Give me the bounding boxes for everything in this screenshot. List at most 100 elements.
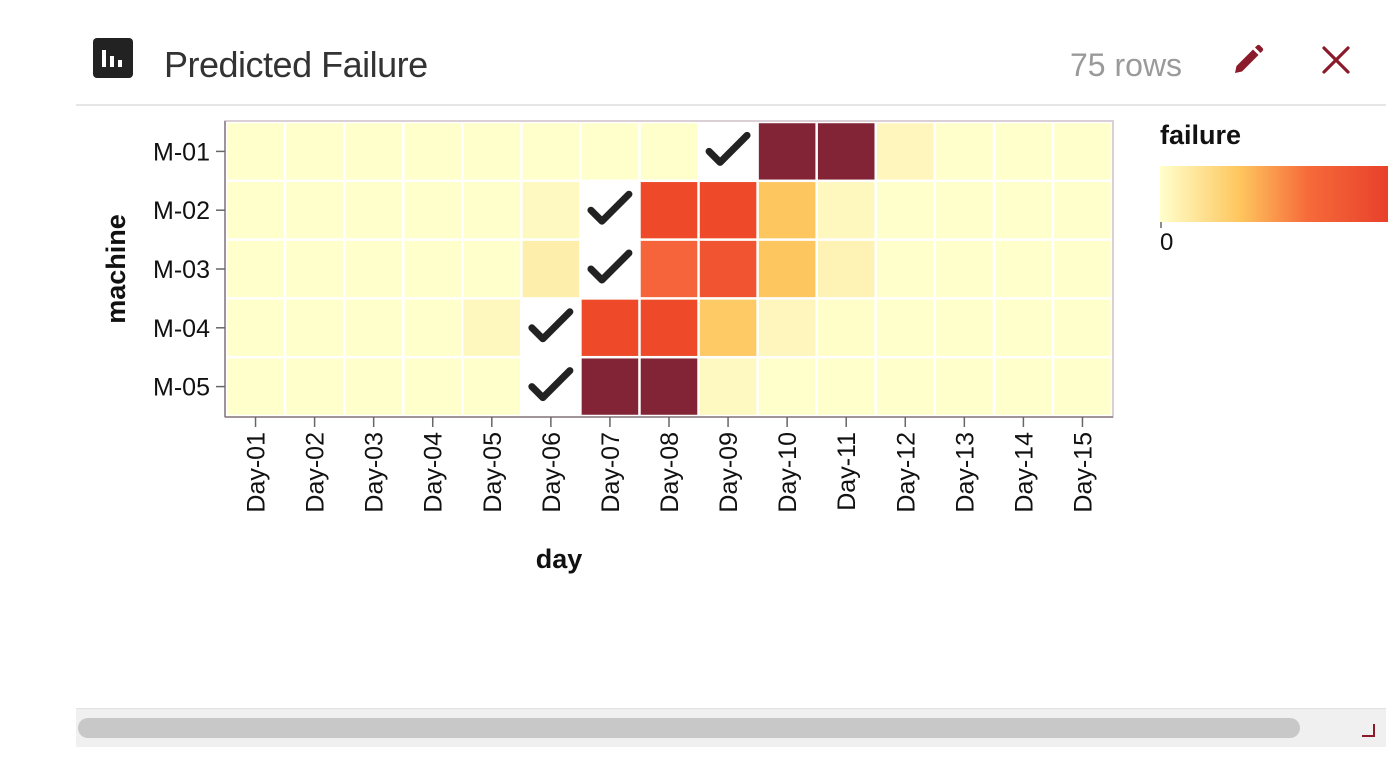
heatmap-cell[interactable] [345,240,402,298]
heatmap-cell[interactable] [758,240,816,298]
heatmap-cell[interactable] [876,240,934,298]
heatmap-cell[interactable] [463,240,521,298]
heatmap-cell[interactable] [817,240,875,298]
heatmap-cell[interactable] [817,123,875,180]
heatmap-cell[interactable] [227,299,284,356]
x-tick-label: Day-10 [774,432,802,513]
check-icon [587,190,633,225]
heatmap-cell[interactable] [876,182,934,239]
heatmap-cell[interactable] [286,123,343,180]
heatmap-cell[interactable] [817,358,875,415]
heatmap-cell[interactable] [345,358,402,415]
x-tick-label: Day-12 [892,432,920,513]
heatmap-cell[interactable] [404,299,462,356]
x-axis-title: day [536,544,583,574]
heatmap-cell[interactable] [995,358,1052,415]
heatmap-cell[interactable] [1054,299,1111,356]
resize-handle-icon[interactable] [1358,720,1378,740]
y-axis-title: machine [101,214,131,324]
heatmap-cell[interactable] [404,240,462,298]
heatmap-cell[interactable] [1054,240,1111,298]
heatmap-cell[interactable] [404,358,462,415]
heatmap-cell[interactable] [640,240,698,298]
horizontal-scrollbar[interactable] [76,708,1386,747]
heatmap-cell[interactable] [758,299,816,356]
heatmap-cell[interactable] [286,240,343,298]
heatmap-cell[interactable] [286,358,343,415]
heatmap-cell[interactable] [345,299,402,356]
heatmap-cell[interactable] [286,299,343,356]
heatmap-cell[interactable] [227,123,284,180]
edit-button[interactable] [1226,40,1268,82]
heatmap-cell[interactable] [227,240,284,298]
heatmap-chart: M-01 M-02 M-03 M-04 M-05 Day-01 Day-02 Day-03 Da… [101,120,1388,574]
heatmap-cell[interactable] [581,123,639,180]
heatmap-cell[interactable] [876,123,934,180]
x-tick-label: Day-04 [420,432,448,513]
y-tick-label: M-02 [153,197,210,225]
heatmap-cell[interactable] [936,182,993,239]
heatmap-cell[interactable] [463,123,521,180]
y-tick-label: M-05 [153,374,210,402]
heatmap-cell[interactable] [227,182,284,239]
x-tick-label: Day-01 [243,432,271,513]
x-tick-label: Day-03 [361,432,389,513]
heatmap-cell[interactable] [345,123,402,180]
heatmap-cell[interactable] [463,182,521,239]
heatmap-cell[interactable] [463,299,521,356]
check-icon [528,308,574,343]
heatmap-cell[interactable] [522,240,580,298]
heatmap-cell[interactable] [995,240,1052,298]
heatmap-cell[interactable] [640,358,698,415]
heatmap-cell[interactable] [640,182,698,239]
heatmap-cell[interactable] [463,358,521,415]
heatmap-cell[interactable] [345,182,402,239]
legend-min-label: 0 [1160,229,1173,256]
heatmap-cell[interactable] [699,182,757,239]
heatmap-cell[interactable] [404,123,462,180]
heatmap-cell[interactable] [699,240,757,298]
heatmap-cell[interactable] [995,299,1052,356]
heatmap-cell[interactable] [522,182,580,239]
heatmap-cell[interactable] [640,299,698,356]
x-tick-label: Day-06 [538,432,566,513]
heatmap-cell[interactable] [817,182,875,239]
heatmap-cell[interactable] [758,123,816,180]
heatmap-cell[interactable] [699,299,757,356]
heatmap-cell[interactable] [699,358,757,415]
bar-chart-icon [93,38,133,78]
check-icon [528,367,574,402]
heatmap-cell[interactable] [936,358,993,415]
panel-header: Predicted Failure 75 rows [76,26,1386,106]
heatmap-cell[interactable] [640,123,698,180]
heatmap-cell[interactable] [995,123,1052,180]
heatmap-cell[interactable] [936,123,993,180]
x-tick-label: Day-07 [597,432,625,513]
close-button[interactable] [1316,40,1358,82]
heatmap-cell[interactable] [1054,182,1111,239]
heatmap-cell[interactable] [227,358,284,415]
heatmap-cell[interactable] [404,182,462,239]
x-tick-label: Day-15 [1069,432,1097,513]
heatmap-cell[interactable] [522,123,580,180]
y-tick-label: M-01 [153,138,210,166]
heatmap-cell[interactable] [817,299,875,356]
heatmap-cell[interactable] [876,299,934,356]
heatmap-cell[interactable] [286,182,343,239]
heatmap-cell[interactable] [936,240,993,298]
scrollbar-thumb[interactable] [78,718,1300,738]
x-tick-label: Day-13 [951,432,979,513]
legend-title: failure [1160,120,1241,150]
heatmap-cell[interactable] [1054,358,1111,415]
y-tick-label: M-03 [153,256,210,284]
heatmap-cell[interactable] [936,299,993,356]
check-icon [587,249,633,284]
heatmap-cell[interactable] [758,358,816,415]
heatmap-cell[interactable] [581,299,639,356]
heatmap-cell[interactable] [1054,123,1111,180]
heatmap-cell[interactable] [758,182,816,239]
heatmap-cell[interactable] [876,358,934,415]
heatmap-cell[interactable] [581,358,639,415]
heatmap-cell[interactable] [995,182,1052,239]
